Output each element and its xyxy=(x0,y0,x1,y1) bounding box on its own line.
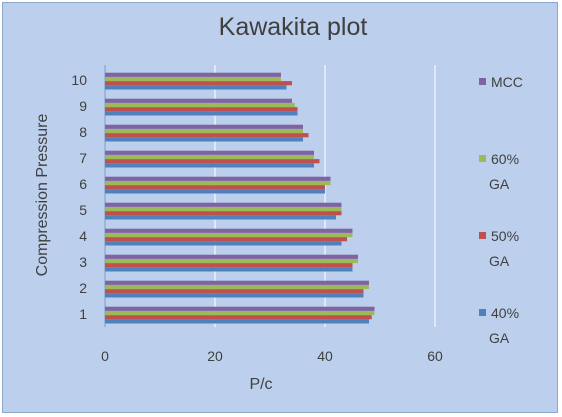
x-tick-labels: 0 20 40 60 xyxy=(101,348,443,364)
bar-50-ga-8 xyxy=(105,133,309,138)
y-tick-4: 4 xyxy=(79,228,87,244)
bar-50-ga-3 xyxy=(105,263,353,268)
y-tick-2: 2 xyxy=(79,280,87,296)
bar-40-ga-7 xyxy=(105,163,314,168)
bar-50-ga-2 xyxy=(105,289,364,294)
bar-50-ga-4 xyxy=(105,237,347,242)
chart-frame: Kawakita plot 1 2 3 4 5 6 7 8 9 10 0 20 40 60 P/c Co… xyxy=(2,2,558,413)
legend: MCC 60% GA 50% GA 40% GA xyxy=(479,74,523,346)
legend-label-50-ga: 50% xyxy=(491,228,519,244)
bar-60-ga-4 xyxy=(105,232,353,238)
bar-40-ga-6 xyxy=(105,189,325,194)
bar-60-ga-9 xyxy=(105,102,295,108)
legend-label-60-ga: 60% xyxy=(491,151,519,167)
legend-label-50-ga-line2: GA xyxy=(489,253,510,269)
bar-50-ga-6 xyxy=(105,185,325,190)
bar-mcc-10 xyxy=(105,72,281,77)
x-axis-label: P/c xyxy=(249,376,272,393)
bar-50-ga-10 xyxy=(105,81,292,86)
y-tick-labels: 1 2 3 4 5 6 7 8 9 10 xyxy=(71,72,87,322)
bar-mcc-4 xyxy=(105,228,353,233)
bar-mcc-9 xyxy=(105,98,292,103)
bar-mcc-1 xyxy=(105,306,375,311)
y-tick-10: 10 xyxy=(71,72,87,88)
x-tick-20: 20 xyxy=(207,348,223,364)
y-tick-1: 1 xyxy=(79,306,87,322)
y-tick-6: 6 xyxy=(79,176,87,192)
bar-area xyxy=(105,72,375,324)
legend-swatch-mcc xyxy=(479,78,486,85)
y-tick-9: 9 xyxy=(79,98,87,114)
bar-60-ga-10 xyxy=(105,76,281,82)
bar-50-ga-5 xyxy=(105,211,342,216)
bar-mcc-6 xyxy=(105,176,331,181)
bar-40-ga-1 xyxy=(105,319,369,324)
bar-60-ga-5 xyxy=(105,206,342,212)
bar-60-ga-1 xyxy=(105,310,375,316)
bar-50-ga-9 xyxy=(105,107,298,112)
bar-60-ga-2 xyxy=(105,284,369,290)
bar-50-ga-7 xyxy=(105,159,320,164)
bar-40-ga-2 xyxy=(105,293,364,298)
y-axis-label: Compression Pressure xyxy=(34,114,51,277)
bar-mcc-7 xyxy=(105,150,314,155)
bar-60-ga-6 xyxy=(105,180,331,186)
legend-swatch-40-ga xyxy=(479,309,486,316)
x-tick-40: 40 xyxy=(317,348,333,364)
bar-40-ga-8 xyxy=(105,137,303,142)
y-tick-5: 5 xyxy=(79,202,87,218)
y-tick-8: 8 xyxy=(79,124,87,140)
legend-swatch-50-ga xyxy=(479,232,486,239)
legend-label-mcc: MCC xyxy=(491,74,523,90)
legend-swatch-60-ga xyxy=(479,155,486,162)
legend-label-60-ga-line2: GA xyxy=(489,176,510,192)
bar-50-ga-1 xyxy=(105,315,372,320)
legend-label-40-ga: 40% xyxy=(491,305,519,321)
bar-mcc-5 xyxy=(105,202,342,207)
x-tick-60: 60 xyxy=(427,348,443,364)
bar-40-ga-4 xyxy=(105,241,342,246)
bar-mcc-8 xyxy=(105,124,303,129)
legend-label-40-ga-line2: GA xyxy=(489,330,510,346)
bar-mcc-2 xyxy=(105,280,369,285)
bar-mcc-3 xyxy=(105,254,358,259)
bar-40-ga-5 xyxy=(105,215,336,220)
bar-60-ga-3 xyxy=(105,258,358,264)
y-tick-3: 3 xyxy=(79,254,87,270)
bar-40-ga-3 xyxy=(105,267,353,272)
chart-svg: Kawakita plot 1 2 3 4 5 6 7 8 9 10 0 20 40 60 P/c Co… xyxy=(34,13,523,393)
bar-60-ga-8 xyxy=(105,128,303,134)
bar-40-ga-9 xyxy=(105,111,298,116)
x-tick-0: 0 xyxy=(101,348,109,364)
y-tick-7: 7 xyxy=(79,150,87,166)
bar-40-ga-10 xyxy=(105,85,287,90)
bar-60-ga-7 xyxy=(105,154,314,160)
chart-title: Kawakita plot xyxy=(219,13,368,41)
